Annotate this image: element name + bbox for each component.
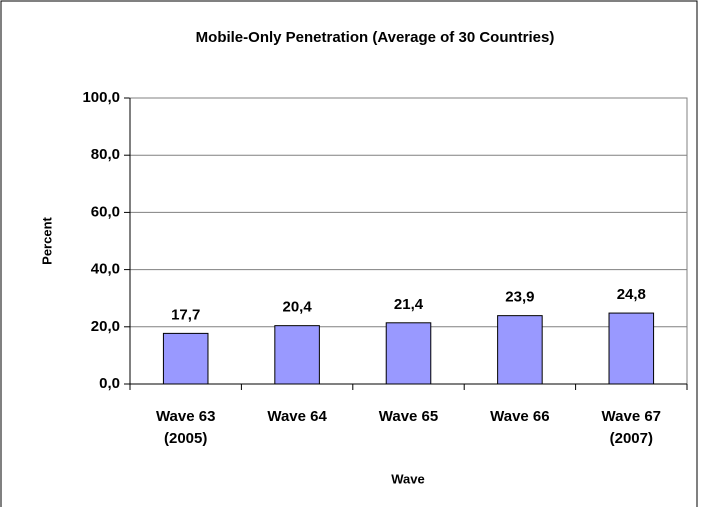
y-axis-label: Percent — [39, 216, 54, 264]
value-label: 20,4 — [282, 299, 312, 316]
value-label: 23,9 — [505, 289, 534, 306]
y-tick-label: 60,0 — [91, 203, 120, 220]
bar — [274, 325, 320, 385]
bar — [162, 332, 209, 385]
bar — [497, 315, 543, 385]
x-tick-label: Wave 67 (2007) — [601, 408, 662, 447]
bar — [385, 322, 432, 385]
x-tick-label: Wave 66 — [490, 408, 550, 425]
value-label: 24,8 — [617, 286, 646, 303]
bar — [608, 312, 655, 385]
x-tick-label: Wave 63 (2005) — [155, 408, 216, 447]
y-tick-label: 100,0 — [82, 89, 120, 106]
y-tick-label: 80,0 — [91, 146, 120, 163]
chart-title: Mobile-Only Penetration (Average of 30 C… — [196, 29, 555, 46]
x-tick-label: Wave 65 — [378, 408, 439, 425]
value-label: 17,7 — [171, 306, 200, 323]
y-tick-label: 0,0 — [99, 375, 120, 392]
x-axis-label: Wave — [391, 471, 424, 486]
value-label: 21,4 — [394, 296, 424, 313]
y-tick-label: 40,0 — [91, 261, 120, 278]
x-tick-label: Wave 64 — [267, 408, 327, 425]
y-tick-label: 20,0 — [91, 318, 120, 335]
